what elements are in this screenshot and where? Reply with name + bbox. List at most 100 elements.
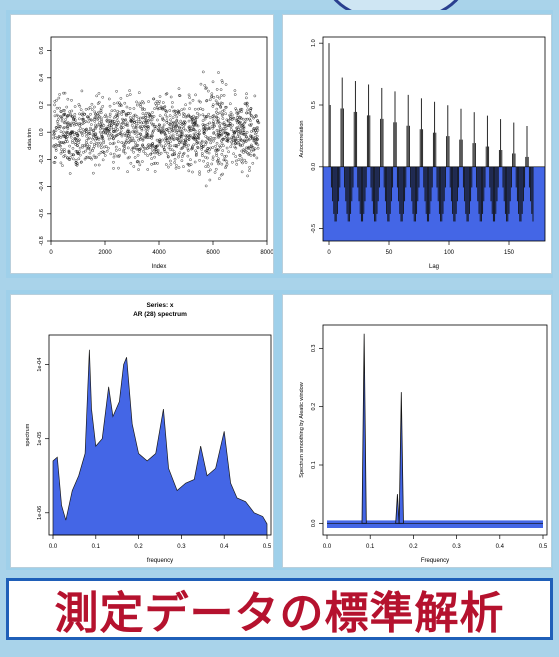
data-point xyxy=(204,184,208,188)
data-point xyxy=(135,129,139,133)
data-point xyxy=(64,136,68,140)
data-point xyxy=(68,122,72,126)
data-point xyxy=(65,115,69,119)
plot-frame xyxy=(48,334,272,536)
data-point xyxy=(167,142,171,146)
data-point xyxy=(249,107,253,111)
data-point xyxy=(221,102,224,105)
data-point xyxy=(101,150,105,153)
data-point xyxy=(122,144,125,148)
data-point xyxy=(186,149,190,152)
data-point xyxy=(193,107,197,111)
data-point xyxy=(111,119,114,123)
data-point xyxy=(152,97,155,101)
data-point xyxy=(117,166,120,170)
data-point xyxy=(89,118,93,122)
data-point xyxy=(79,108,83,111)
x-axis-label: Index xyxy=(152,264,167,270)
data-point xyxy=(148,114,152,118)
data-point xyxy=(207,170,210,173)
data-point xyxy=(210,95,214,99)
data-point xyxy=(67,157,71,161)
data-point xyxy=(75,161,78,164)
data-point xyxy=(124,139,128,143)
data-point xyxy=(76,133,79,137)
data-point xyxy=(121,126,125,129)
data-point xyxy=(53,156,57,159)
data-point xyxy=(229,117,232,121)
data-point xyxy=(96,112,100,116)
data-point xyxy=(241,161,244,165)
data-point xyxy=(215,107,219,111)
data-point xyxy=(214,144,217,148)
data-point xyxy=(243,102,247,105)
data-point xyxy=(93,119,97,123)
data-point xyxy=(158,123,162,127)
data-point xyxy=(191,99,195,102)
data-point xyxy=(98,124,102,128)
data-point xyxy=(216,135,220,139)
data-point xyxy=(255,138,259,142)
data-point xyxy=(88,132,92,135)
data-point xyxy=(61,133,65,137)
data-point xyxy=(210,162,214,166)
data-point xyxy=(67,149,71,153)
data-point xyxy=(248,169,251,172)
data-point xyxy=(93,144,96,148)
data-point xyxy=(255,115,258,118)
data-point xyxy=(230,136,233,140)
data-point xyxy=(160,107,164,111)
data-point xyxy=(65,125,69,129)
data-point xyxy=(239,107,242,111)
x-axis-label: Frequency xyxy=(421,558,449,564)
data-point xyxy=(183,139,187,143)
data-point xyxy=(238,135,241,139)
data-point xyxy=(93,116,97,120)
data-point xyxy=(186,134,189,137)
data-point xyxy=(184,115,188,119)
data-point xyxy=(161,129,165,133)
data-point xyxy=(224,83,228,86)
data-point xyxy=(165,115,169,119)
data-point xyxy=(216,159,220,162)
data-point xyxy=(134,124,138,127)
x-tick-label: 0.5 xyxy=(263,544,272,550)
data-point xyxy=(141,143,144,147)
data-point xyxy=(234,137,238,140)
data-point xyxy=(104,131,108,135)
data-point xyxy=(112,120,116,123)
data-point xyxy=(58,93,61,96)
data-point xyxy=(73,118,77,122)
data-point xyxy=(179,119,183,123)
data-point xyxy=(89,112,92,116)
data-point xyxy=(102,128,106,131)
data-point xyxy=(146,111,150,115)
data-point xyxy=(87,132,90,136)
data-point xyxy=(221,117,225,120)
data-point xyxy=(188,134,192,137)
data-point xyxy=(66,127,70,130)
data-point xyxy=(211,103,215,106)
data-point xyxy=(251,161,255,165)
data-point xyxy=(214,99,218,103)
data-point xyxy=(240,107,244,111)
data-point xyxy=(209,138,213,142)
chart-title: Series: x xyxy=(146,302,173,309)
data-point xyxy=(151,129,155,133)
data-point xyxy=(192,137,196,141)
data-point xyxy=(60,116,63,119)
data-point xyxy=(78,146,82,150)
data-point xyxy=(198,173,201,176)
data-point xyxy=(192,132,196,136)
data-point xyxy=(99,111,103,115)
data-point xyxy=(90,118,93,122)
data-point xyxy=(217,117,220,120)
data-point xyxy=(224,123,228,127)
data-point xyxy=(202,130,206,134)
data-point xyxy=(201,108,205,111)
data-point xyxy=(216,112,220,115)
data-point xyxy=(173,109,177,113)
data-point xyxy=(75,136,79,139)
data-point xyxy=(157,140,161,144)
data-point xyxy=(211,105,215,108)
